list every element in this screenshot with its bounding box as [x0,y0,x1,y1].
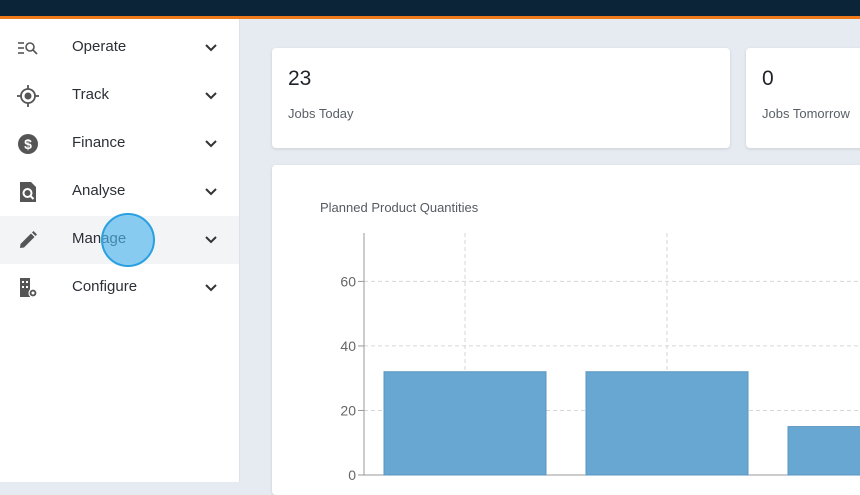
target-icon [16,84,40,108]
sidebar-item-label: Configure [72,278,138,295]
cursor-highlight [101,213,155,267]
sidebar-item-label: Finance [72,134,126,151]
stat-value: 23 [288,67,312,90]
chevron-down-icon [205,92,217,100]
pencil-icon [16,228,40,252]
stat-value: 0 [762,67,774,90]
y-tick-label: 20 [340,402,356,418]
bar-mark [585,371,749,476]
stat-label: Jobs Today [288,106,354,121]
sidebar-item-label: Operate [72,38,127,55]
sidebar-item-track[interactable]: Track [0,72,239,120]
dollar-icon: $ [16,132,40,156]
bar-mark [787,426,860,476]
svg-text:$: $ [24,136,32,152]
stat-card-jobs-tomorrow[interactable]: 0 Jobs Tomorrow [746,48,860,148]
chevron-down-icon [205,188,217,196]
y-tick-label: 40 [340,338,356,354]
sidebar-item-configure[interactable]: Configure [0,264,239,312]
y-tick-label: 60 [340,273,356,289]
document-search-icon [16,180,40,204]
bar-mark [383,371,547,476]
sidebar-item-analyse[interactable]: Analyse [0,168,239,216]
stat-card-jobs-today[interactable]: 23 Jobs Today [272,48,730,148]
sidebar-item-label: Analyse [72,182,126,199]
chart-title: Planned Product Quantities [320,200,479,215]
chevron-down-icon [205,44,217,52]
chevron-down-icon [205,284,217,292]
chevron-down-icon [205,236,217,244]
sidebar-item-finance[interactable]: $ Finance [0,120,239,168]
chevron-down-icon [205,140,217,148]
top-app-bar [0,0,860,19]
stat-label: Jobs Tomorrow [762,106,850,121]
building-gear-icon [16,276,40,300]
chart-card: Planned Product Quantities 0 20 40 60 [272,165,860,495]
sidebar-item-operate[interactable]: Operate [0,24,239,72]
y-tick-label: 0 [348,467,356,482]
sidebar-item-label: Track [72,86,109,103]
bar-chart: 0 20 40 60 [340,233,860,482]
operate-search-list-icon [16,36,40,60]
